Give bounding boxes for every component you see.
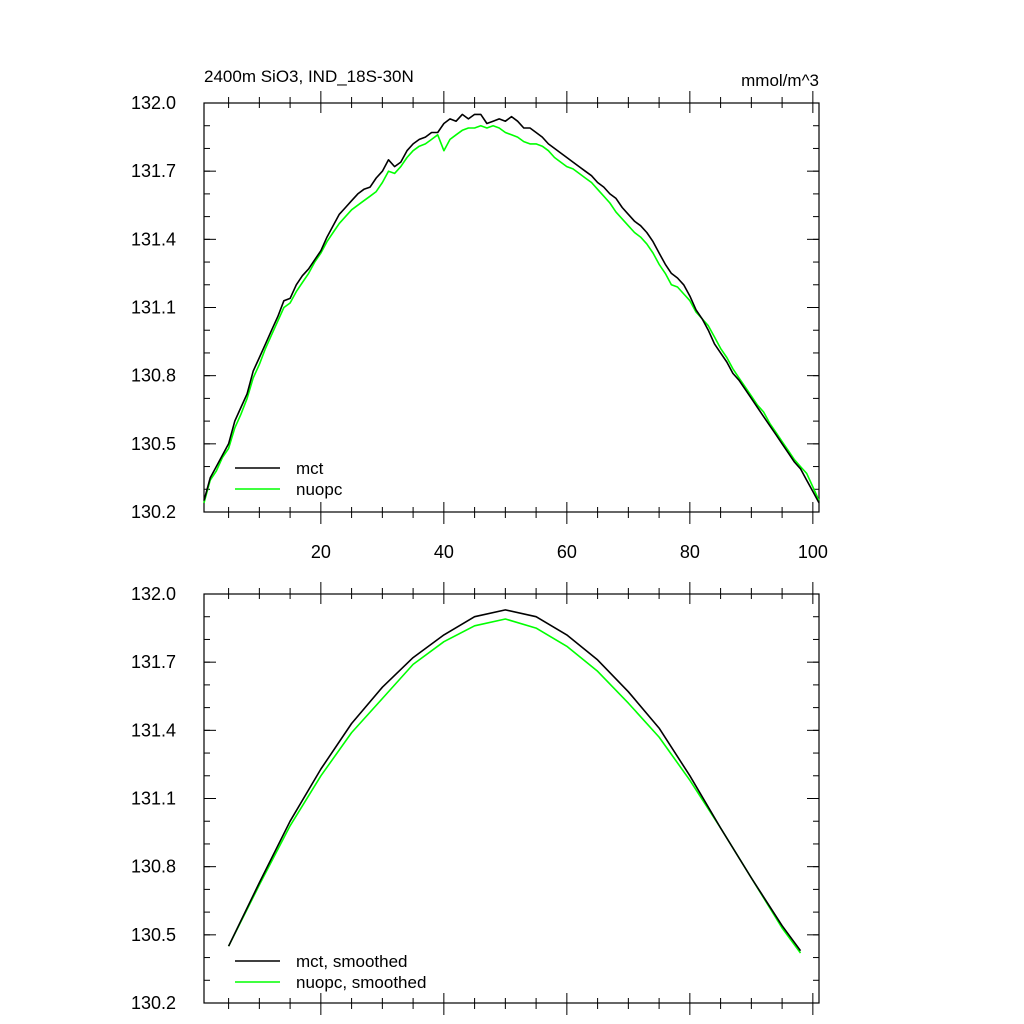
bottom-panel: 130.2 130.5 130.8 131.1 131.4 131.7 132.0 mct,…	[131, 582, 820, 1015]
legend-label-mct: mct	[296, 459, 324, 478]
y-tick-label: 131.4	[131, 720, 176, 740]
y-tick-label: 131.7	[131, 652, 176, 672]
y-tick-label: 130.8	[131, 366, 176, 386]
plot-frame-bottom	[203, 593, 820, 1004]
series-line-mct-smoothed	[227, 609, 802, 952]
plot-frame-top	[203, 102, 820, 513]
y-tick-label: 130.5	[131, 434, 176, 454]
x-tick-label: 80	[680, 542, 700, 562]
legend-bottom: mct, smoothed nuopc, smoothed	[235, 952, 426, 992]
legend-top: mct nuopc	[235, 459, 343, 499]
series-line-nuopc	[203, 124, 820, 504]
top-axis-ticks: 130.2 130.5 130.8 131.1 131.4 131.7 132.0 20 40 6…	[131, 91, 828, 562]
units-label: mmol/m^3	[741, 71, 819, 90]
y-tick-label: 131.4	[131, 229, 176, 249]
chart-title: 2400m SiO3, IND_18S-30N	[204, 67, 414, 86]
bottom-series	[227, 609, 802, 954]
legend-label-nuopc-smoothed: nuopc, smoothed	[296, 973, 426, 992]
x-tick-label: 60	[557, 542, 577, 562]
legend-label-mct-smoothed: mct, smoothed	[296, 952, 408, 971]
series-line-mct	[203, 113, 820, 504]
x-tick-label: 100	[798, 542, 828, 562]
y-tick-label: 130.8	[131, 857, 176, 877]
top-series	[203, 113, 820, 504]
x-tick-label: 40	[434, 542, 454, 562]
y-tick-label: 131.7	[131, 161, 176, 181]
y-tick-label: 132.0	[131, 93, 176, 113]
x-tick-label: 20	[311, 542, 331, 562]
top-panel: 2400m SiO3, IND_18S-30N mmol/m^3 130.213…	[131, 67, 828, 562]
y-tick-label: 130.2	[131, 502, 176, 522]
legend-label-nuopc: nuopc	[296, 480, 343, 499]
y-tick-label: 131.1	[131, 298, 176, 318]
y-tick-label: 131.1	[131, 789, 176, 809]
bottom-axis-ticks: 130.2 130.5 130.8 131.1 131.4 131.7 132.0	[131, 582, 819, 1015]
series-line-nuopc-smoothed	[227, 618, 802, 954]
y-tick-label: 130.5	[131, 925, 176, 945]
y-tick-label: 130.2	[131, 993, 176, 1013]
y-tick-label: 132.0	[131, 584, 176, 604]
